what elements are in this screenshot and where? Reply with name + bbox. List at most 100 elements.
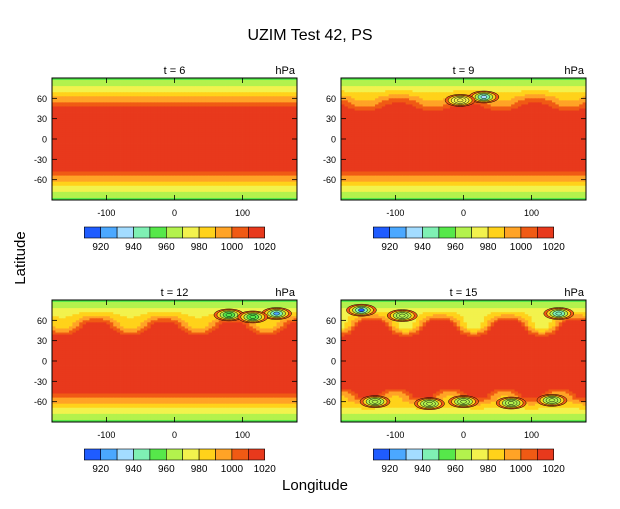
- field-cell: [351, 88, 356, 91]
- field-cell: [86, 149, 90, 152]
- field-cell: [191, 134, 196, 138]
- field-cell: [415, 80, 420, 83]
- field-cell: [147, 145, 152, 148]
- field-cell: [198, 193, 203, 197]
- field-cell: [256, 100, 260, 103]
- field-cell: [167, 197, 172, 200]
- field-cell: [422, 90, 427, 93]
- field-cell: [449, 82, 454, 85]
- field-cell: [211, 139, 216, 142]
- field-cell: [188, 145, 192, 148]
- field-cell: [191, 149, 196, 152]
- field-cell: [133, 141, 138, 144]
- field-cell: [120, 159, 124, 162]
- field-cell: [232, 86, 237, 89]
- field-cell: [137, 118, 141, 122]
- field-cell: [239, 177, 243, 181]
- field-cell: [86, 141, 90, 144]
- field-cell: [429, 90, 434, 93]
- field-cell: [218, 145, 223, 148]
- field-cell: [290, 155, 294, 158]
- field-cell: [538, 80, 543, 83]
- field-cell: [89, 165, 94, 168]
- field-cell: [266, 126, 271, 130]
- field-cell: [157, 171, 162, 174]
- field-cell: [201, 183, 206, 187]
- field-cell: [398, 80, 403, 83]
- field-cell: [160, 134, 165, 138]
- field-cell: [256, 126, 260, 130]
- field-cell: [106, 102, 111, 105]
- field-cell: [511, 90, 515, 93]
- field-cell: [65, 82, 70, 85]
- field-cell: [164, 80, 169, 83]
- field-cell: [69, 120, 73, 124]
- field-cell: [524, 82, 529, 85]
- field-cell: [222, 102, 226, 105]
- field-cell: [276, 82, 281, 85]
- field-cell: [137, 94, 141, 97]
- field-cell: [293, 171, 297, 174]
- field-cell: [174, 175, 179, 179]
- x-tick-label: 100: [235, 208, 250, 218]
- field-cell: [99, 149, 104, 152]
- field-cell: [218, 183, 223, 187]
- field-cell: [103, 165, 107, 168]
- colorbar-swatch: [166, 226, 184, 239]
- field-cell: [62, 193, 67, 197]
- field-cell: [514, 78, 519, 81]
- field-cell: [273, 177, 277, 181]
- field-cell: [211, 92, 216, 95]
- field-cell: [160, 149, 165, 152]
- field-cell: [62, 136, 67, 140]
- field-cell: [239, 80, 243, 83]
- field-cell: [218, 132, 223, 136]
- field-cell: [116, 153, 121, 156]
- field-cell: [184, 155, 189, 158]
- field-cell: [137, 124, 141, 128]
- field-cell: [123, 116, 128, 120]
- field-cell: [154, 88, 158, 91]
- field-cell: [198, 114, 203, 118]
- field-cell: [194, 179, 199, 183]
- field-cell: [75, 171, 80, 174]
- field-cell: [116, 126, 121, 130]
- field-cell: [69, 141, 73, 144]
- field-cell: [245, 177, 250, 181]
- field-cell: [375, 94, 379, 97]
- field-cell: [205, 145, 209, 148]
- field-cell: [164, 141, 169, 144]
- field-cell: [235, 86, 240, 89]
- field-cell: [232, 179, 237, 183]
- field-cell: [154, 108, 158, 111]
- field-cell: [164, 151, 169, 154]
- field-cell: [463, 80, 468, 83]
- field-cell: [290, 96, 294, 99]
- field-cell: [232, 143, 237, 146]
- field-cell: [140, 102, 145, 105]
- field-cell: [123, 189, 128, 193]
- field-cell: [160, 98, 165, 101]
- field-cell: [106, 110, 111, 113]
- field-cell: [116, 128, 121, 132]
- field-cell: [222, 134, 226, 138]
- field-cell: [106, 130, 111, 134]
- field-cell: [167, 80, 172, 83]
- field-cell: [109, 126, 114, 130]
- field-cell: [133, 88, 138, 91]
- field-cell: [351, 80, 356, 83]
- field-cell: [147, 153, 152, 156]
- field-cell: [222, 153, 226, 156]
- field-cell: [86, 167, 90, 170]
- field-cell: [89, 143, 94, 146]
- field-cell: [242, 118, 247, 122]
- field-cell: [259, 153, 264, 156]
- field-cell: [103, 88, 107, 91]
- field-cell: [191, 175, 196, 179]
- field-cell: [79, 147, 84, 150]
- field-cell: [290, 163, 294, 166]
- field-cell: [65, 185, 70, 189]
- field-cell: [137, 102, 141, 105]
- field-cell: [154, 159, 158, 162]
- field-cell: [140, 130, 145, 134]
